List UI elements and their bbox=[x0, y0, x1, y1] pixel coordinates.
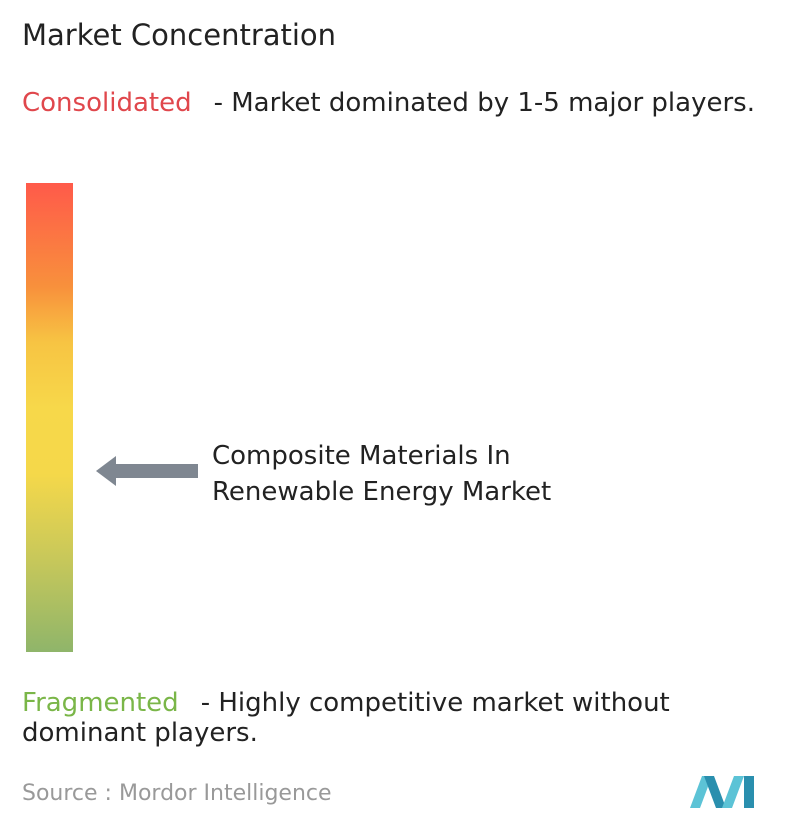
source-name: Mordor Intelligence bbox=[118, 781, 332, 806]
arrow-head bbox=[96, 456, 116, 486]
fragmented-legend: Fragmented - Highly competitive market wi… bbox=[22, 688, 782, 748]
marker-arrow bbox=[96, 456, 198, 486]
source: Source : Mordor Intelligence bbox=[22, 781, 332, 806]
fragmented-label: Fragmented bbox=[22, 688, 179, 718]
logo-shape bbox=[744, 776, 754, 808]
concentration-gradient-bar bbox=[26, 183, 73, 652]
market-label-line: Composite Materials In bbox=[212, 441, 511, 471]
arrow-shaft bbox=[112, 464, 198, 478]
logo-shape bbox=[690, 776, 712, 808]
market-label-line: Renewable Energy Market bbox=[212, 477, 552, 507]
fragmented-description: - Highly competitive market without domi… bbox=[22, 688, 670, 748]
consolidated-description: - Market dominated by 1-5 major players. bbox=[213, 88, 755, 118]
logo-shape bbox=[722, 776, 744, 808]
logo bbox=[690, 776, 754, 808]
source-prefix: Source : bbox=[22, 781, 112, 806]
consolidated-label: Consolidated bbox=[22, 88, 192, 118]
consolidated-legend: Consolidated - Market dominated by 1-5 ma… bbox=[22, 88, 782, 118]
title: Market Concentration bbox=[22, 18, 337, 52]
logo-shape bbox=[704, 776, 726, 808]
market-label: Composite Materials In Renewable Energy … bbox=[212, 438, 551, 510]
